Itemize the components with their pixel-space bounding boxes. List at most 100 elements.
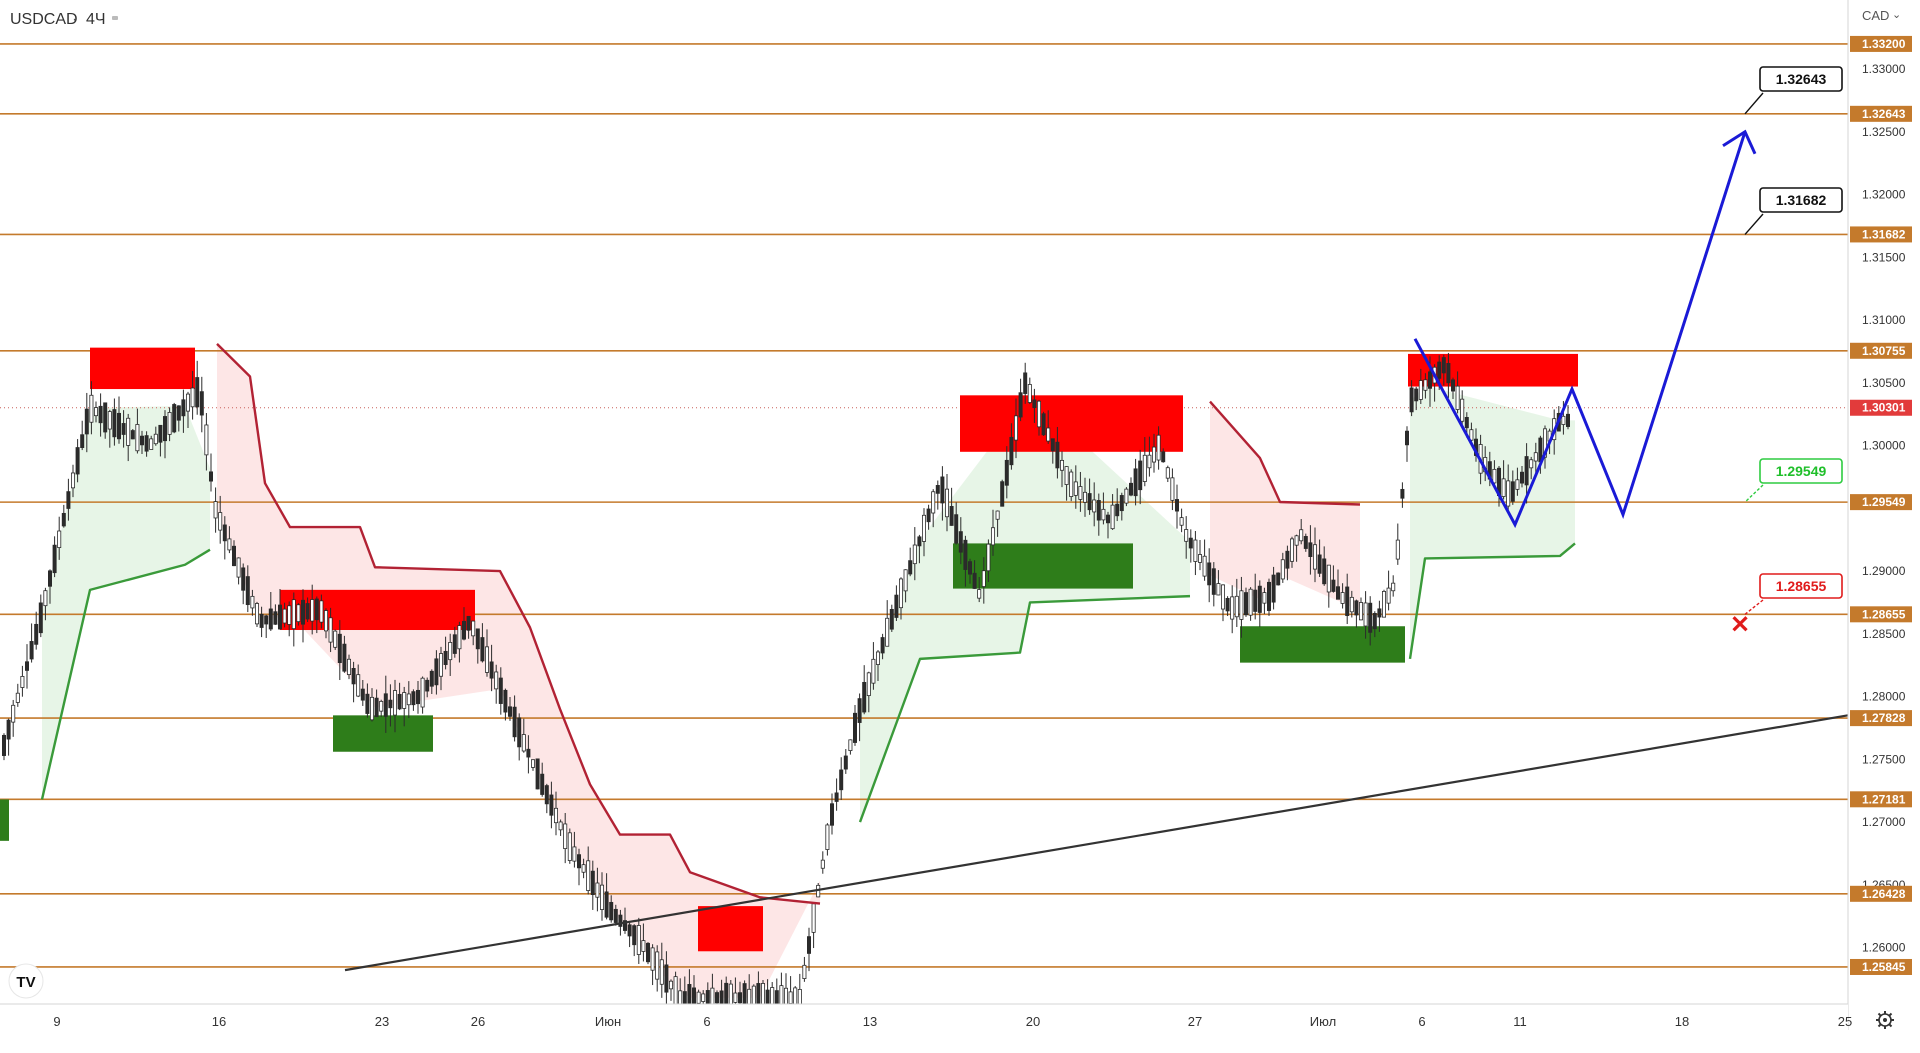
candle-body [586, 860, 591, 891]
candle-body [1469, 429, 1474, 441]
candle-body [222, 524, 227, 542]
candle-body [889, 608, 894, 630]
demand-zone-2[interactable] [333, 715, 433, 752]
current-price-label: 1.30301 [1862, 401, 1906, 415]
candle-body [149, 438, 154, 450]
candle-body [880, 637, 885, 654]
candle-body [572, 846, 577, 862]
candle-body [328, 617, 333, 643]
chevron-down-icon[interactable]: ⌄ [1892, 9, 1901, 21]
candle-body [1175, 499, 1180, 512]
candle-body [397, 693, 402, 710]
candle-body [595, 882, 600, 898]
candle-body [1046, 427, 1051, 442]
candle-body [264, 615, 269, 625]
candle-body [71, 472, 76, 489]
symbol-label[interactable]: USDCAD [10, 11, 78, 28]
candle-body [94, 407, 99, 417]
price-tick-label: 1.27000 [1862, 815, 1906, 829]
candle-body [1138, 460, 1143, 491]
supply-zone-5[interactable] [698, 906, 763, 952]
candle-body [457, 625, 462, 650]
candle-body [1455, 385, 1460, 410]
price-axis-panel[interactable] [1848, 0, 1920, 1048]
candle-body [669, 980, 674, 990]
projection-group[interactable]: ✕ [1413, 129, 1757, 639]
candle-body [1050, 438, 1055, 452]
projection-path[interactable] [1413, 131, 1747, 529]
level-tag [1850, 710, 1912, 727]
candle-body [1221, 584, 1226, 610]
trendline-group[interactable] [344, 714, 1849, 972]
candle-body [406, 693, 411, 706]
callout-box[interactable] [1759, 187, 1843, 213]
trailing-stop-up-2-fill [860, 393, 1190, 823]
candle-body [1014, 415, 1019, 441]
currency-selector[interactable]: CAD [1862, 8, 1889, 23]
candle-body [866, 672, 871, 697]
price-tick-label: 1.33000 [1862, 62, 1906, 76]
demand-zone-3[interactable] [1240, 626, 1405, 663]
candle-body [1313, 544, 1318, 570]
callout-box[interactable] [1759, 458, 1843, 484]
candle-body [503, 689, 508, 713]
candle-body [443, 650, 448, 665]
candle-body [876, 651, 881, 665]
demand-zone-4[interactable] [0, 799, 9, 841]
time-tick-label: 13 [863, 1014, 877, 1029]
candle-body [1543, 428, 1548, 458]
candle-body [185, 393, 190, 412]
callout-label: 1.32643 [1776, 71, 1827, 87]
candle-body [1193, 539, 1198, 562]
candle-body [931, 491, 936, 514]
candle-body [1566, 413, 1571, 427]
candle-body [540, 773, 545, 795]
level-tag-label: 1.29549 [1862, 495, 1906, 509]
candle-body [236, 557, 241, 578]
candle-body [1363, 602, 1368, 627]
candle-body [604, 891, 609, 918]
candle-body [1524, 456, 1529, 486]
candle-body [945, 488, 950, 518]
candle-body [268, 608, 273, 630]
candle-body [991, 527, 996, 546]
demand-zone-1[interactable] [953, 543, 1133, 589]
level-tag [1850, 958, 1912, 975]
candle-body [1386, 587, 1391, 604]
callout-box[interactable] [1759, 573, 1843, 599]
time-tick-label: 26 [471, 1014, 485, 1029]
candle-body [1368, 602, 1373, 633]
candle-body [103, 402, 108, 433]
candle-body [254, 603, 259, 625]
candle-body [825, 824, 830, 850]
gear-icon[interactable] [1876, 1011, 1894, 1029]
candle-body [204, 424, 209, 456]
candle-body [402, 692, 407, 709]
candle-body [995, 510, 1000, 520]
supply-zone-2[interactable] [960, 395, 1183, 452]
candle-body [577, 854, 582, 869]
ascending-trendline[interactable] [344, 714, 1849, 972]
candle-body [1244, 592, 1249, 616]
candle-body [29, 641, 34, 660]
price-tick-label: 1.29000 [1862, 564, 1906, 578]
candle-body [1253, 589, 1258, 612]
candle-body [521, 734, 526, 752]
candle-body [1179, 517, 1184, 526]
callout-label: 1.31682 [1776, 192, 1827, 208]
tradingview-logo-icon[interactable]: TV [8, 963, 44, 999]
candle-body [1510, 481, 1515, 502]
invalidation-marker[interactable]: ✕ [1730, 612, 1750, 639]
callout-box[interactable] [1759, 66, 1843, 92]
time-axis-panel[interactable] [0, 1004, 1848, 1048]
timeframe-label[interactable]: 4Ч [86, 11, 106, 28]
supply-zone-1[interactable] [90, 347, 195, 390]
current-price-tag [1850, 399, 1912, 416]
horizontal-levels[interactable] [0, 43, 1848, 968]
candle-body [208, 471, 213, 482]
candle-body [903, 569, 908, 592]
price-callouts[interactable]: 1.32643 1.31682 1.29549 1.28655 [1744, 66, 1843, 615]
candle-body [374, 697, 379, 718]
